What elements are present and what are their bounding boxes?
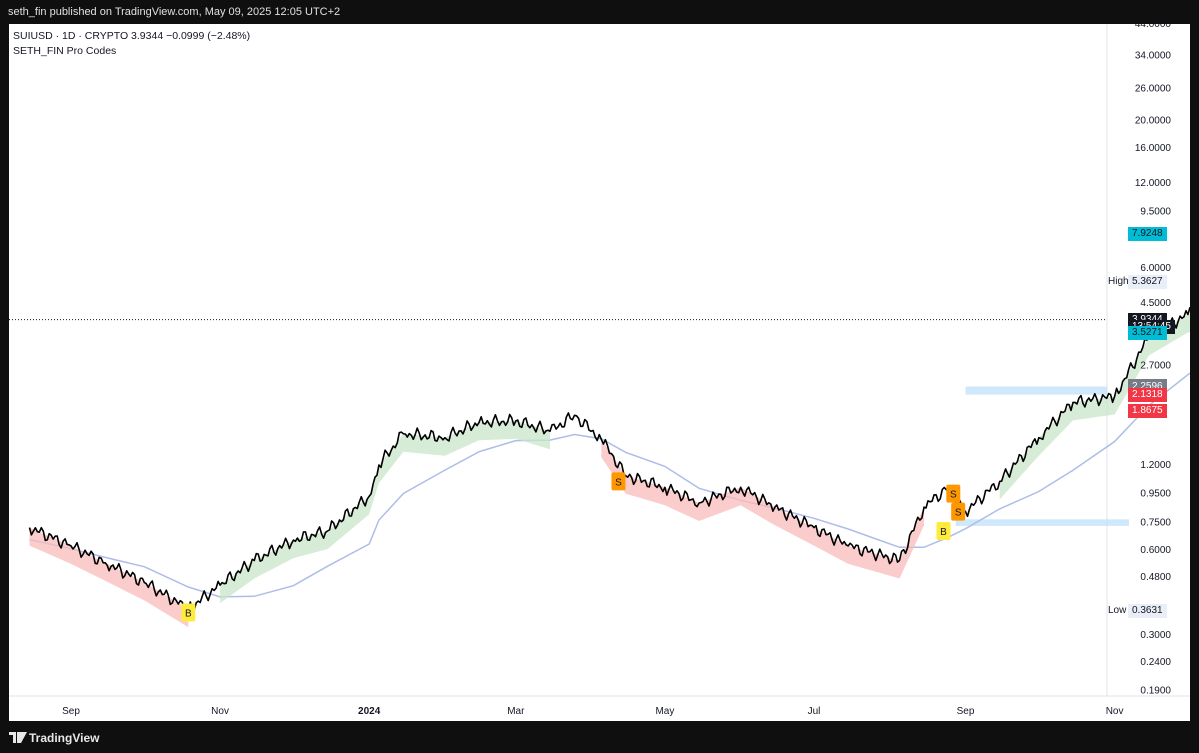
signal-label: B [185, 608, 192, 619]
y-tick-label: 0.2400 [1140, 657, 1171, 668]
x-tick-label: 2024 [358, 706, 381, 717]
y-tick-label: 6.0000 [1140, 263, 1171, 274]
trend-cloud [29, 527, 189, 628]
y-tick-label: 16.0000 [1135, 143, 1172, 154]
indicator-legend: SETH_FIN Pro Codes [13, 45, 117, 57]
y-tick-label: 0.9500 [1140, 489, 1171, 500]
y-tick-label: 0.3000 [1140, 630, 1171, 641]
y-tick-label: 34.0000 [1135, 50, 1172, 61]
y-tick-label: 0.7500 [1140, 518, 1171, 529]
price-line [28, 306, 1190, 615]
signal-badge [946, 484, 961, 503]
price-label: 5.3627 [1128, 274, 1167, 289]
y-tick-label: 4.5000 [1140, 298, 1171, 309]
footer-bar: TradingView [0, 722, 1199, 753]
x-tick-label: Nov [211, 706, 229, 717]
signal-badge [181, 603, 196, 622]
sell-signal: S [946, 484, 961, 503]
y-tick-label: 12.0000 [1135, 178, 1172, 189]
x-tick-label: Nov [1106, 706, 1124, 717]
signal-badge [951, 502, 966, 521]
signal-badge [611, 472, 626, 491]
support-band [965, 386, 1107, 395]
price-chart[interactable]: BSSSBSB 44.000034.000026.000020.000016.0… [9, 24, 1190, 721]
price-label: 3.5271 [1128, 325, 1167, 340]
y-tick-label: 20.0000 [1135, 115, 1172, 126]
y-tick-label: 0.4800 [1140, 572, 1171, 583]
signal-badge [936, 522, 951, 541]
price-label: 7.9248 [1128, 226, 1167, 241]
x-tick-label: Sep [62, 706, 80, 717]
price-label-tag: High [1108, 275, 1129, 287]
buy-signal: B [181, 603, 196, 622]
y-tick-label: 1.2000 [1140, 460, 1171, 471]
x-tick-label: Mar [507, 706, 525, 717]
signal-label: S [615, 477, 622, 488]
y-tick-label: 0.1900 [1140, 686, 1171, 697]
chart-frame[interactable]: BSSSBSB 44.000034.000026.000020.000016.0… [9, 24, 1190, 721]
price-label-tag: Low [1108, 605, 1127, 617]
y-tick-label: 44.0000 [1135, 24, 1172, 30]
trend-cloud [220, 420, 550, 604]
tradingview-logo-icon [9, 732, 27, 743]
price-label: 2.1318 [1128, 387, 1167, 402]
symbol-legend: SUIUSD · 1D · CRYPTO 3.9344 −0.0999 (−2.… [13, 30, 251, 42]
y-tick-label: 2.7000 [1140, 361, 1171, 372]
x-tick-label: Jul [808, 706, 821, 717]
signal-label: B [940, 527, 947, 538]
sell-signal: S [951, 502, 966, 521]
x-tick-label: May [655, 706, 674, 717]
published-header: seth_fin published on TradingView.com, M… [0, 0, 1199, 24]
y-tick-label: 26.0000 [1135, 83, 1172, 94]
price-label: 1.8675 [1128, 403, 1167, 418]
price-label: 0.3631 [1128, 604, 1167, 619]
sell-signal: S [611, 472, 626, 491]
x-tick-label: Sep [957, 706, 975, 717]
signal-label: S [950, 490, 957, 501]
published-text: seth_fin published on TradingView.com, M… [8, 6, 341, 18]
y-tick-label: 9.5000 [1140, 207, 1171, 218]
trend-cloud [999, 314, 1190, 500]
buy-signal: B [936, 522, 951, 541]
y-tick-label: 0.6000 [1140, 545, 1171, 556]
moving-average-line [29, 372, 1190, 598]
signal-label: S [955, 508, 962, 519]
support-band [955, 519, 1129, 526]
footer-brand: TradingView [29, 731, 100, 745]
